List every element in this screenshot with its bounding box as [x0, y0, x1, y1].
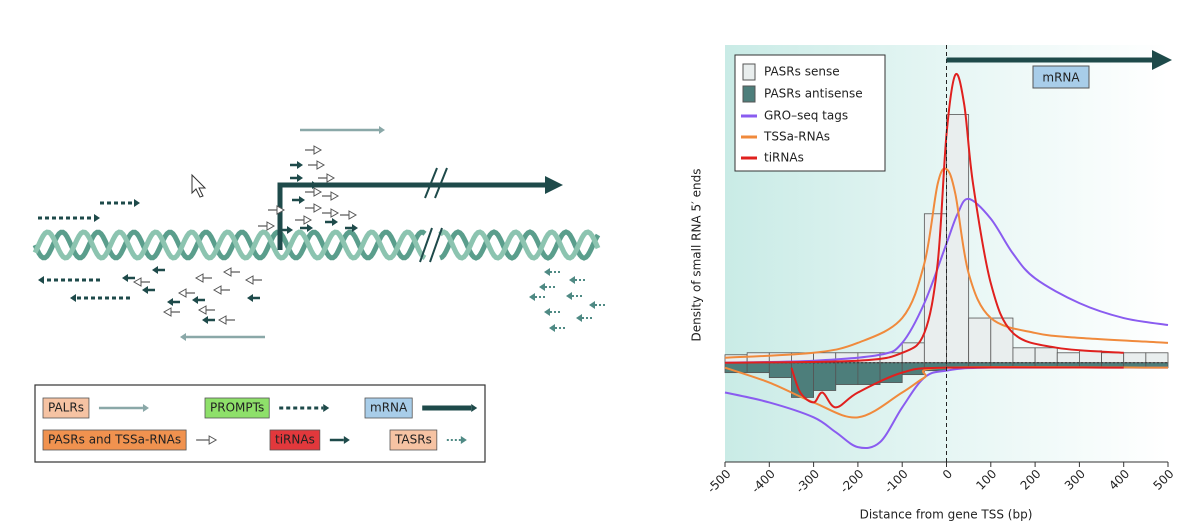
x-tick-label: -500 [704, 467, 733, 496]
bar [836, 363, 858, 385]
x-tick-label: 100 [973, 467, 999, 493]
arrow-head [544, 308, 550, 316]
break-mark [420, 168, 447, 262]
body: Distance from gene TSS (bp) Density of s… [0, 0, 1190, 525]
legend-label: PROMPTs [210, 401, 264, 415]
arrow-head [331, 209, 338, 217]
page: {"diagram": {"legend": [ {"label": "PALR… [0, 0, 1190, 525]
bar [747, 363, 769, 373]
legend-label: TSSa-RNAs [763, 130, 830, 144]
arrow-head [352, 224, 358, 232]
arrow-head [349, 211, 356, 219]
figure: Distance from gene TSS (bp) Density of s… [0, 0, 1190, 525]
arrow-head [199, 306, 206, 314]
arrow-head [314, 146, 321, 154]
x-tick-label: 300 [1062, 467, 1088, 493]
arrow-head [219, 316, 226, 324]
arrow-head [180, 333, 186, 341]
arrow-head [142, 286, 148, 294]
arrow-head [576, 314, 582, 322]
bar [1146, 353, 1168, 363]
x-tick-label: -100 [882, 467, 911, 496]
arrow-head [94, 214, 100, 222]
arrow-head [312, 181, 318, 189]
arrow-head [70, 294, 76, 302]
arrow-head [569, 276, 575, 284]
arrow-head [297, 174, 303, 182]
mrna-arrowhead [545, 176, 563, 194]
bar [902, 343, 924, 363]
x-tick-label: -300 [793, 467, 822, 496]
arrow-head [152, 266, 158, 274]
legend-label: tiRNAs [275, 433, 315, 447]
arrow-head [134, 199, 140, 207]
annotation: mRNA [1042, 71, 1080, 85]
legend-swatch [743, 86, 755, 102]
arrow-head [529, 293, 535, 301]
arrow-head [379, 126, 385, 134]
arrow-head [179, 289, 186, 297]
arrow-head [164, 308, 171, 316]
arrow-head [544, 268, 550, 276]
arrow-head [134, 278, 141, 286]
arrow-head [38, 276, 44, 284]
bar [858, 363, 880, 385]
arrow-head [192, 296, 198, 304]
arrow-head [299, 196, 305, 204]
legend-label: GRO–seq tags [764, 109, 848, 123]
x-tick-label: -400 [749, 467, 778, 496]
x-axis-title: Distance from gene TSS (bp) [860, 508, 1033, 522]
arrow-head [224, 268, 231, 276]
arrow-head [589, 301, 595, 309]
bar [1057, 353, 1079, 363]
x-tick-label: 500 [1150, 467, 1176, 493]
arrow-head [202, 316, 208, 324]
arrow-head [196, 274, 203, 282]
arrow-head [566, 292, 572, 300]
arrow-head [332, 218, 338, 226]
bar [1079, 351, 1101, 363]
arrow-head [304, 216, 311, 224]
bar [769, 363, 791, 378]
bar [947, 115, 969, 363]
arrow-head [314, 188, 321, 196]
x-tick-label: 400 [1106, 467, 1132, 493]
legend-label: tiRNAs [764, 151, 804, 165]
arrow-head [214, 286, 221, 294]
bar [1124, 353, 1146, 363]
arrow-head [317, 161, 324, 169]
bar [969, 318, 991, 363]
arrow-head [314, 204, 321, 212]
arrow-head [167, 298, 173, 306]
arrow-head [247, 294, 253, 302]
arrow-head [549, 324, 555, 332]
cursor [192, 175, 205, 197]
y-axis-title: Density of small RNA 5′ ends [690, 169, 704, 342]
legend-label: mRNA [370, 401, 408, 415]
legend-label: PASRs antisense [764, 87, 863, 101]
legend-label: TASRs [394, 433, 432, 447]
arrow-head [331, 192, 338, 200]
arrow-head [267, 222, 274, 230]
legend-label: PALRs [48, 401, 84, 415]
x-tick-label: -200 [837, 467, 866, 496]
arrow-head [287, 226, 293, 234]
bar [1102, 353, 1124, 363]
arrow-head [122, 274, 128, 282]
legend-swatch [743, 64, 755, 80]
bar [1035, 348, 1057, 363]
arrow-head [297, 161, 303, 169]
legend-label: PASRs sense [764, 65, 840, 79]
x-tick-label: 0 [940, 467, 955, 482]
arrow-head [539, 283, 545, 291]
bar [1013, 348, 1035, 363]
legend-box [35, 385, 485, 462]
legend-label: PASRs and TSSa-RNAs [48, 433, 181, 447]
arrow-head [246, 276, 253, 284]
x-tick-label: 200 [1018, 467, 1044, 493]
bar [814, 363, 836, 391]
arrow-head [327, 174, 334, 182]
